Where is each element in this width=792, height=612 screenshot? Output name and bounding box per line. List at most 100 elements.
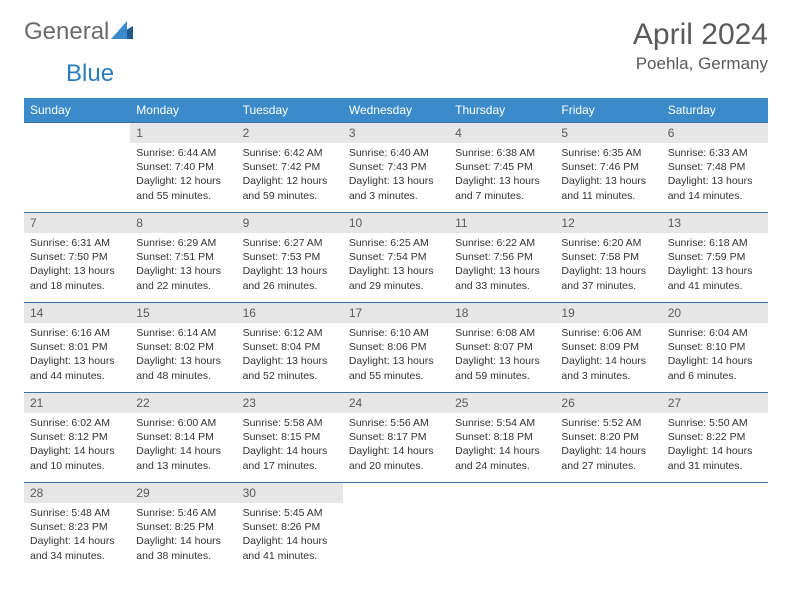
daylight-text-2: and 52 minutes. (243, 369, 337, 383)
calendar-day-cell: 8Sunrise: 6:29 AMSunset: 7:51 PMDaylight… (130, 213, 236, 303)
daylight-text-1: Daylight: 13 hours (30, 264, 124, 278)
daylight-text-2: and 59 minutes. (455, 369, 549, 383)
daylight-text-2: and 3 minutes. (561, 369, 655, 383)
daylight-text-1: Daylight: 13 hours (136, 264, 230, 278)
daylight-text-1: Daylight: 14 hours (136, 444, 230, 458)
calendar-week-row: 14Sunrise: 6:16 AMSunset: 8:01 PMDayligh… (24, 303, 768, 393)
daylight-text-1: Daylight: 14 hours (136, 534, 230, 548)
daylight-text-1: Daylight: 13 hours (136, 354, 230, 368)
day-details: Sunrise: 6:22 AMSunset: 7:56 PMDaylight:… (449, 233, 555, 297)
sunset-text: Sunset: 8:23 PM (30, 520, 124, 534)
day-details: Sunrise: 6:29 AMSunset: 7:51 PMDaylight:… (130, 233, 236, 297)
day-number: 9 (237, 213, 343, 233)
day-details: Sunrise: 6:08 AMSunset: 8:07 PMDaylight:… (449, 323, 555, 387)
calendar-day-cell: .. (555, 483, 661, 573)
sunrise-text: Sunrise: 6:31 AM (30, 236, 124, 250)
calendar-day-cell: 13Sunrise: 6:18 AMSunset: 7:59 PMDayligh… (662, 213, 768, 303)
daylight-text-2: and 7 minutes. (455, 189, 549, 203)
day-details: Sunrise: 6:06 AMSunset: 8:09 PMDaylight:… (555, 323, 661, 387)
daylight-text-1: Daylight: 12 hours (243, 174, 337, 188)
calendar-day-cell: .. (662, 483, 768, 573)
sunset-text: Sunset: 7:40 PM (136, 160, 230, 174)
calendar-week-row: 7Sunrise: 6:31 AMSunset: 7:50 PMDaylight… (24, 213, 768, 303)
calendar-day-cell: 25Sunrise: 5:54 AMSunset: 8:18 PMDayligh… (449, 393, 555, 483)
sunrise-text: Sunrise: 5:52 AM (561, 416, 655, 430)
daylight-text-2: and 10 minutes. (30, 459, 124, 473)
calendar-day-cell: 4Sunrise: 6:38 AMSunset: 7:45 PMDaylight… (449, 123, 555, 213)
daylight-text-1: Daylight: 14 hours (668, 354, 762, 368)
weekday-header: Friday (555, 98, 661, 123)
day-details: Sunrise: 5:46 AMSunset: 8:25 PMDaylight:… (130, 503, 236, 567)
day-number: 29 (130, 483, 236, 503)
daylight-text-1: Daylight: 13 hours (668, 264, 762, 278)
daylight-text-2: and 27 minutes. (561, 459, 655, 473)
sunrise-text: Sunrise: 6:00 AM (136, 416, 230, 430)
calendar-day-cell: 15Sunrise: 6:14 AMSunset: 8:02 PMDayligh… (130, 303, 236, 393)
daylight-text-1: Daylight: 13 hours (668, 174, 762, 188)
daylight-text-2: and 44 minutes. (30, 369, 124, 383)
day-number: 5 (555, 123, 661, 143)
day-number: 4 (449, 123, 555, 143)
month-title: April 2024 (633, 18, 768, 52)
daylight-text-1: Daylight: 13 hours (243, 264, 337, 278)
daylight-text-1: Daylight: 13 hours (349, 354, 443, 368)
daylight-text-2: and 6 minutes. (668, 369, 762, 383)
calendar-week-row: 28Sunrise: 5:48 AMSunset: 8:23 PMDayligh… (24, 483, 768, 573)
day-details: Sunrise: 6:00 AMSunset: 8:14 PMDaylight:… (130, 413, 236, 477)
sunrise-text: Sunrise: 6:38 AM (455, 146, 549, 160)
day-details: Sunrise: 6:27 AMSunset: 7:53 PMDaylight:… (237, 233, 343, 297)
sunrise-text: Sunrise: 6:10 AM (349, 326, 443, 340)
calendar-day-cell: 22Sunrise: 6:00 AMSunset: 8:14 PMDayligh… (130, 393, 236, 483)
day-number: 24 (343, 393, 449, 413)
day-number: 12 (555, 213, 661, 233)
daylight-text-2: and 17 minutes. (243, 459, 337, 473)
logo: General (24, 18, 133, 46)
daylight-text-1: Daylight: 13 hours (349, 264, 443, 278)
calendar-week-row: ..1Sunrise: 6:44 AMSunset: 7:40 PMDaylig… (24, 123, 768, 213)
sunset-text: Sunset: 8:07 PM (455, 340, 549, 354)
sunset-text: Sunset: 7:50 PM (30, 250, 124, 264)
daylight-text-1: Daylight: 13 hours (455, 264, 549, 278)
daylight-text-2: and 41 minutes. (668, 279, 762, 293)
calendar-day-cell: 6Sunrise: 6:33 AMSunset: 7:48 PMDaylight… (662, 123, 768, 213)
sunset-text: Sunset: 8:02 PM (136, 340, 230, 354)
sunrise-text: Sunrise: 6:40 AM (349, 146, 443, 160)
calendar-day-cell: 21Sunrise: 6:02 AMSunset: 8:12 PMDayligh… (24, 393, 130, 483)
calendar-day-cell: 26Sunrise: 5:52 AMSunset: 8:20 PMDayligh… (555, 393, 661, 483)
sunrise-text: Sunrise: 6:12 AM (243, 326, 337, 340)
weekday-header: Saturday (662, 98, 768, 123)
daylight-text-1: Daylight: 13 hours (349, 174, 443, 188)
day-details: Sunrise: 6:04 AMSunset: 8:10 PMDaylight:… (662, 323, 768, 387)
title-block: April 2024 Poehla, Germany (633, 18, 768, 74)
weekday-header: Monday (130, 98, 236, 123)
sunrise-text: Sunrise: 6:33 AM (668, 146, 762, 160)
day-details: Sunrise: 6:35 AMSunset: 7:46 PMDaylight:… (555, 143, 661, 207)
day-details: Sunrise: 6:25 AMSunset: 7:54 PMDaylight:… (343, 233, 449, 297)
sunrise-text: Sunrise: 6:02 AM (30, 416, 124, 430)
calendar-day-cell: 30Sunrise: 5:45 AMSunset: 8:26 PMDayligh… (237, 483, 343, 573)
daylight-text-1: Daylight: 14 hours (243, 534, 337, 548)
calendar-week-row: 21Sunrise: 6:02 AMSunset: 8:12 PMDayligh… (24, 393, 768, 483)
calendar-day-cell: 10Sunrise: 6:25 AMSunset: 7:54 PMDayligh… (343, 213, 449, 303)
day-number: 13 (662, 213, 768, 233)
sunset-text: Sunset: 8:04 PM (243, 340, 337, 354)
day-number: 7 (24, 213, 130, 233)
daylight-text-1: Daylight: 13 hours (561, 264, 655, 278)
day-number: 8 (130, 213, 236, 233)
daylight-text-2: and 20 minutes. (349, 459, 443, 473)
sunrise-text: Sunrise: 6:25 AM (349, 236, 443, 250)
daylight-text-2: and 13 minutes. (136, 459, 230, 473)
calendar-day-cell: 2Sunrise: 6:42 AMSunset: 7:42 PMDaylight… (237, 123, 343, 213)
sunset-text: Sunset: 8:15 PM (243, 430, 337, 444)
day-details: Sunrise: 6:31 AMSunset: 7:50 PMDaylight:… (24, 233, 130, 297)
daylight-text-2: and 55 minutes. (349, 369, 443, 383)
daylight-text-2: and 34 minutes. (30, 549, 124, 563)
day-details: Sunrise: 6:12 AMSunset: 8:04 PMDaylight:… (237, 323, 343, 387)
sunset-text: Sunset: 8:10 PM (668, 340, 762, 354)
calendar-day-cell: 16Sunrise: 6:12 AMSunset: 8:04 PMDayligh… (237, 303, 343, 393)
daylight-text-2: and 3 minutes. (349, 189, 443, 203)
calendar-day-cell: 1Sunrise: 6:44 AMSunset: 7:40 PMDaylight… (130, 123, 236, 213)
sunrise-text: Sunrise: 5:58 AM (243, 416, 337, 430)
sunrise-text: Sunrise: 6:06 AM (561, 326, 655, 340)
day-details: Sunrise: 6:44 AMSunset: 7:40 PMDaylight:… (130, 143, 236, 207)
